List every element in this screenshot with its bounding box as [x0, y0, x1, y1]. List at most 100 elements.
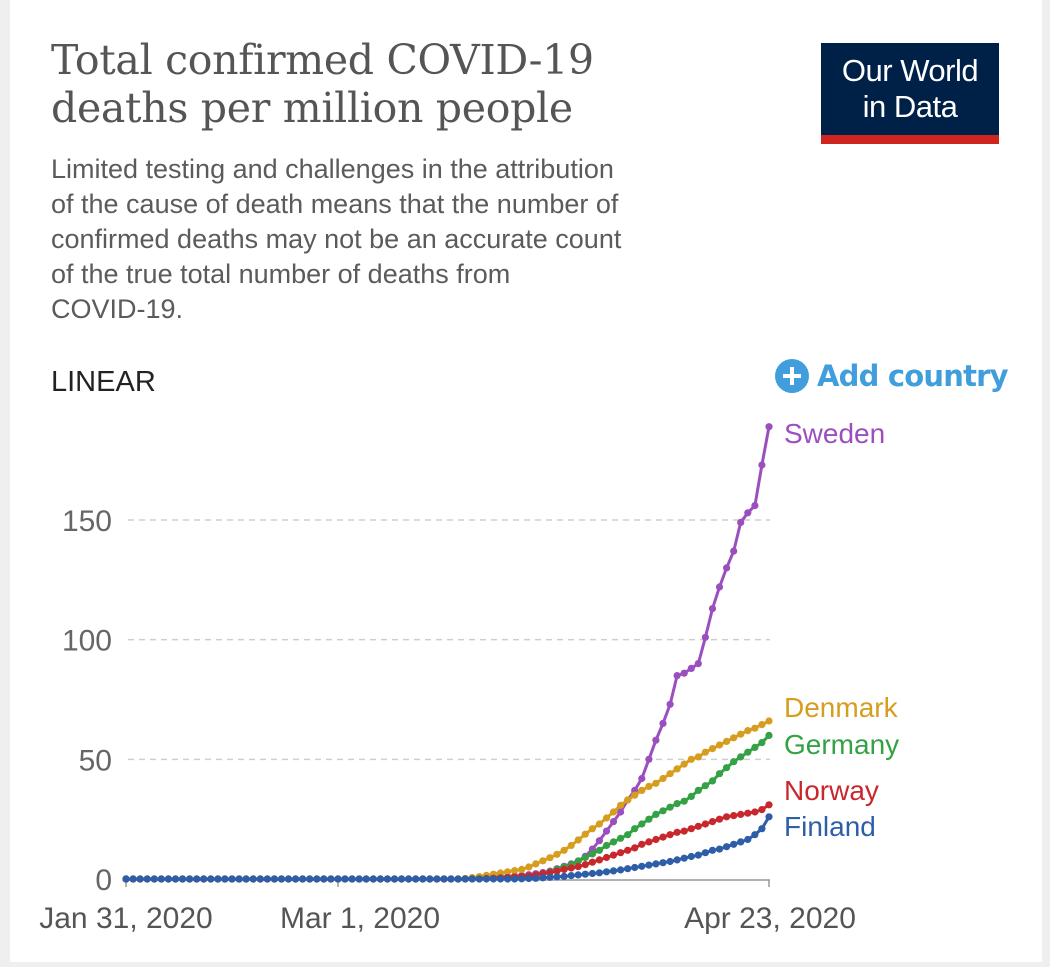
data-point-sweden	[609, 818, 618, 826]
data-point-finland	[581, 870, 589, 878]
data-point-denmark	[510, 867, 519, 875]
data-point-finland	[504, 875, 512, 883]
data-point-finland	[207, 875, 215, 883]
data-point-denmark	[680, 760, 688, 768]
data-point-finland	[510, 875, 519, 883]
data-point-norway	[588, 858, 597, 866]
data-point-germany	[631, 825, 639, 833]
title-line-1: Total confirmed COVID-19	[51, 36, 594, 84]
y-tick-label: 50	[79, 744, 112, 777]
data-point-finland	[588, 869, 597, 878]
data-point-norway	[680, 827, 688, 835]
data-point-norway	[567, 864, 575, 872]
series-label-germany: Germany	[784, 729, 899, 760]
series-label-denmark: Denmark	[784, 692, 899, 723]
data-point-sweden	[595, 837, 604, 845]
data-point-finland	[433, 875, 441, 883]
subtitle-line-5: COVID-19.	[51, 294, 184, 324]
data-point-norway	[715, 815, 724, 823]
data-point-denmark	[730, 734, 738, 742]
data-point-germany	[701, 782, 710, 790]
data-point-denmark	[645, 782, 653, 791]
data-point-denmark	[744, 727, 752, 735]
data-point-finland	[136, 875, 144, 883]
data-point-finland	[129, 875, 137, 883]
data-point-sweden	[765, 423, 773, 431]
data-point-finland	[687, 852, 695, 861]
data-point-sweden	[744, 509, 752, 517]
data-point-finland	[715, 845, 724, 853]
data-point-finland	[447, 875, 455, 883]
data-point-finland	[765, 813, 773, 821]
data-point-denmark	[539, 857, 547, 865]
data-point-denmark	[751, 724, 759, 732]
data-point-finland	[362, 875, 370, 883]
data-point-norway	[694, 822, 702, 830]
data-point-finland	[341, 875, 349, 883]
data-point-finland	[419, 875, 427, 883]
data-point-norway	[553, 867, 561, 875]
data-point-germany	[645, 815, 653, 823]
data-point-finland	[440, 875, 448, 883]
data-point-finland	[482, 875, 490, 883]
data-point-norway	[730, 812, 738, 820]
data-point-germany	[602, 841, 611, 850]
data-point-denmark	[617, 801, 625, 809]
data-point-sweden	[659, 719, 667, 728]
scale-toggle-button[interactable]: LINEAR	[51, 366, 156, 398]
data-point-denmark	[609, 808, 618, 816]
data-point-sweden	[737, 518, 745, 527]
chart-card: Total confirmed COVID-19 deaths per mill…	[10, 0, 1042, 962]
data-point-denmark	[687, 755, 695, 763]
data-point-finland	[200, 875, 208, 883]
data-point-finland	[263, 875, 271, 883]
data-point-finland	[730, 840, 738, 848]
add-country-button[interactable]: Add country	[775, 356, 1009, 396]
series-line-denmark	[126, 719, 770, 881]
data-point-denmark	[525, 863, 533, 871]
data-point-norway	[659, 833, 667, 841]
data-point-finland	[595, 869, 604, 877]
data-point-denmark	[496, 869, 505, 877]
data-point-finland	[701, 849, 710, 857]
data-point-finland	[270, 875, 278, 883]
data-point-finland	[299, 875, 307, 883]
logo-text: Our World in Data	[821, 53, 999, 125]
data-point-norway	[723, 813, 731, 821]
series-line-finland	[126, 816, 771, 881]
owid-logo[interactable]: Our World in Data	[821, 43, 999, 144]
data-point-germany	[595, 846, 604, 854]
title-line-2: deaths per million people	[51, 84, 573, 132]
y-tick-label: 150	[62, 505, 112, 538]
data-point-germany	[609, 838, 618, 846]
data-point-finland	[638, 862, 646, 870]
data-point-norway	[701, 820, 710, 828]
data-point-germany	[730, 758, 738, 766]
data-point-denmark	[638, 786, 646, 795]
data-point-denmark	[518, 865, 526, 874]
subtitle-line-2: of the cause of death means that the num…	[51, 189, 619, 219]
data-point-germany	[744, 748, 752, 756]
y-tick-label: 0	[95, 864, 112, 897]
data-point-denmark	[602, 814, 611, 822]
data-point-finland	[454, 875, 462, 883]
data-point-norway	[638, 840, 646, 848]
data-point-norway	[624, 846, 632, 854]
data-point-finland	[235, 875, 243, 883]
data-point-norway	[652, 835, 660, 844]
data-point-finland	[468, 875, 476, 883]
data-point-finland	[631, 863, 639, 872]
data-point-denmark	[560, 846, 568, 854]
data-point-germany	[723, 764, 731, 772]
data-point-finland	[376, 875, 384, 883]
data-point-denmark	[701, 748, 710, 756]
data-point-denmark	[595, 820, 604, 828]
data-point-finland	[645, 861, 653, 869]
data-point-finland	[666, 857, 674, 866]
data-point-denmark	[574, 836, 582, 844]
data-point-finland	[348, 875, 356, 883]
x-tick-label: Jan 31, 2020	[39, 902, 212, 935]
series-line-sweden	[126, 426, 771, 881]
series-label-sweden: Sweden	[784, 418, 885, 449]
data-point-norway	[673, 828, 681, 836]
